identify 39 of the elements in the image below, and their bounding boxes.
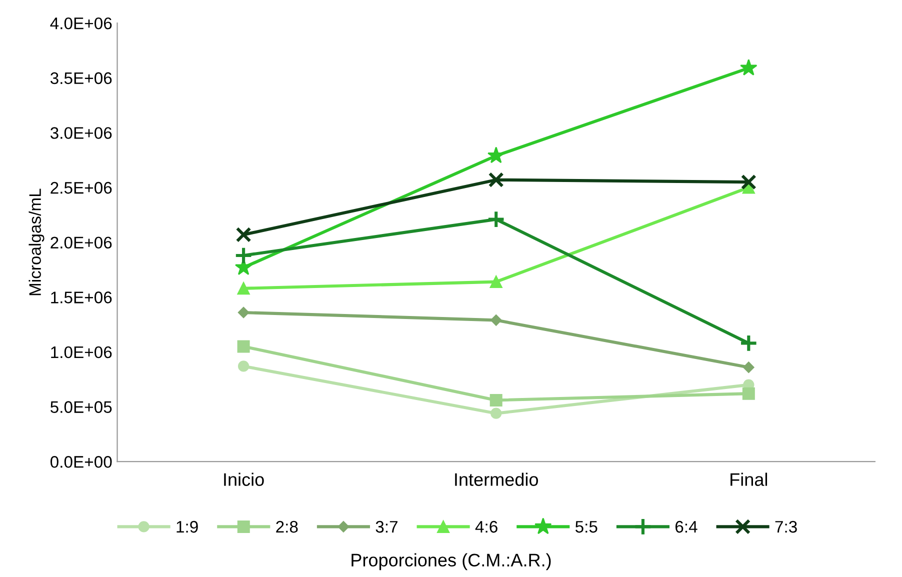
point (234, 246, 253, 265)
x-tick-label: Inicio (224, 472, 264, 486)
legend-label: 3:7 (376, 520, 398, 533)
point (490, 276, 502, 288)
y-tick-label: 4.0E+06 (50, 17, 112, 30)
point (490, 408, 502, 419)
point (236, 226, 252, 242)
legend-label: 6:4 (675, 520, 698, 533)
legend-label: 7:3 (775, 520, 797, 533)
x-tick-label: Final (730, 472, 768, 486)
y-tick-label: 0.0E+00 (50, 456, 112, 468)
point (486, 210, 506, 228)
point (739, 334, 758, 352)
legend-title: Proporciones (C.M.:A.R.) (352, 553, 551, 570)
point (237, 340, 250, 353)
y-tick-label: 3.0E+06 (50, 127, 112, 139)
point (490, 394, 502, 406)
y-tick-label: 2.0E+06 (50, 236, 112, 249)
point (238, 360, 250, 372)
point (238, 306, 250, 318)
y-tick-label: 1.0E+06 (51, 346, 112, 358)
y-tick-label: 2.5E+06 (50, 182, 112, 194)
x-tick-label: Intermedio (455, 472, 538, 486)
point (740, 174, 756, 190)
point (742, 387, 755, 400)
point (743, 362, 754, 373)
legend-label: 1:9 (176, 520, 198, 533)
y-axis-title: Microalgas/mL (28, 188, 44, 296)
y-tick-label: 3.5E+06 (50, 72, 112, 84)
legend-label: 5:5 (575, 521, 598, 533)
legend-label: 4:6 (475, 520, 498, 533)
y-tick-label: 5.0E+05 (50, 401, 112, 413)
y-tick-label: 1.5E+06 (51, 292, 112, 304)
legend-label: 2:8 (276, 520, 298, 533)
point (237, 282, 250, 295)
point (487, 146, 505, 164)
point (490, 314, 502, 326)
point (740, 59, 758, 76)
point (488, 172, 504, 188)
